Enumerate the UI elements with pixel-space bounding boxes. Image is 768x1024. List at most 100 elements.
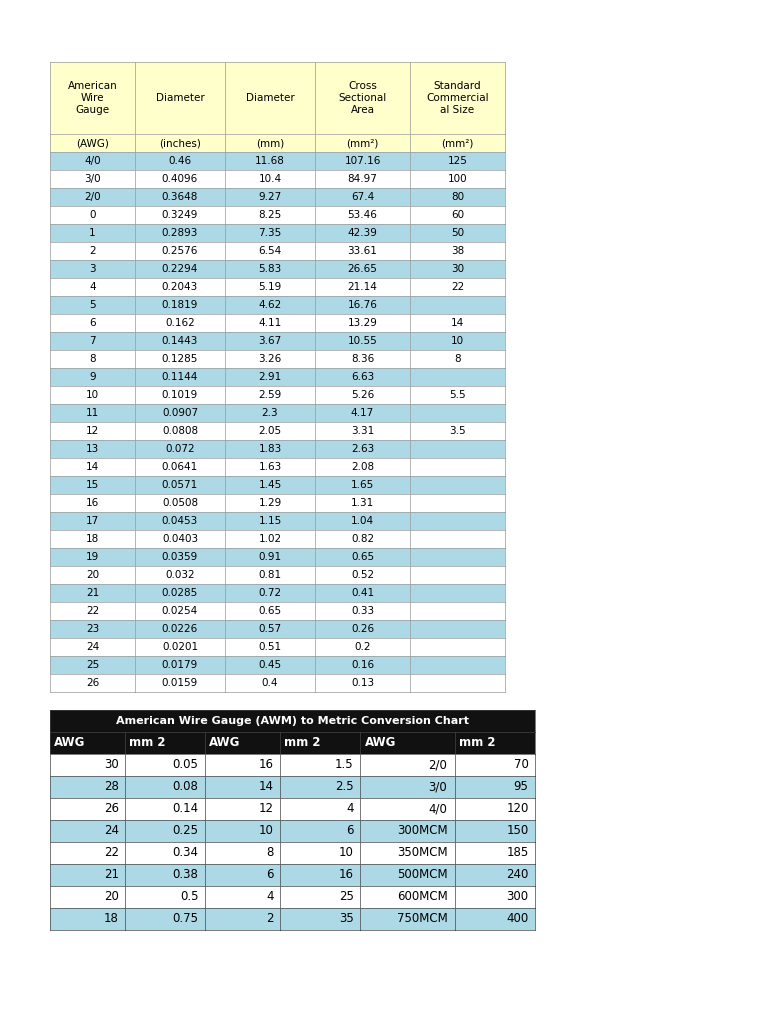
Text: 0.45: 0.45: [259, 660, 282, 670]
Text: 15: 15: [86, 480, 99, 490]
Text: 0.05: 0.05: [173, 759, 199, 771]
Text: 1.02: 1.02: [259, 534, 282, 544]
Text: 38: 38: [451, 246, 464, 256]
Text: 10: 10: [339, 847, 353, 859]
Text: 5.26: 5.26: [351, 390, 374, 400]
Text: 0.0254: 0.0254: [162, 606, 198, 616]
Text: 0.1144: 0.1144: [162, 372, 198, 382]
Text: 8.25: 8.25: [258, 210, 282, 220]
Text: 2.91: 2.91: [258, 372, 282, 382]
Text: 150: 150: [506, 824, 528, 838]
Text: 19: 19: [86, 552, 99, 562]
Text: American Wire Gauge (AWM) to Metric Conversion Chart: American Wire Gauge (AWM) to Metric Conv…: [116, 716, 469, 726]
Text: 0.16: 0.16: [351, 660, 374, 670]
Text: 20: 20: [104, 891, 119, 903]
Text: 0.0508: 0.0508: [162, 498, 198, 508]
Text: 4: 4: [266, 891, 274, 903]
Text: 21: 21: [86, 588, 99, 598]
Text: 0.81: 0.81: [259, 570, 282, 580]
Text: 1.83: 1.83: [258, 444, 282, 454]
Text: 0.38: 0.38: [173, 868, 199, 882]
Text: 8.36: 8.36: [351, 354, 374, 364]
Text: mm 2: mm 2: [284, 736, 320, 750]
Text: 300: 300: [506, 891, 528, 903]
Text: 2.5: 2.5: [335, 780, 353, 794]
Text: 11.68: 11.68: [255, 156, 285, 166]
Text: 0.5: 0.5: [180, 891, 199, 903]
Text: (mm²): (mm²): [442, 138, 474, 148]
Text: 0.08: 0.08: [173, 780, 199, 794]
Text: 2/0: 2/0: [84, 193, 101, 202]
Text: 30: 30: [104, 759, 119, 771]
Text: 12: 12: [259, 803, 274, 815]
Text: 50: 50: [451, 228, 464, 238]
Text: 600MCM: 600MCM: [396, 891, 448, 903]
Text: 0.26: 0.26: [351, 624, 374, 634]
Text: 18: 18: [104, 912, 119, 926]
Text: 1.5: 1.5: [335, 759, 353, 771]
Text: 2: 2: [266, 912, 274, 926]
Text: 0.57: 0.57: [259, 624, 282, 634]
Text: 9.27: 9.27: [258, 193, 282, 202]
Text: Standard
Commercial
al Size: Standard Commercial al Size: [426, 81, 488, 115]
Text: Diameter: Diameter: [156, 93, 204, 103]
Text: 6: 6: [89, 318, 96, 328]
Text: 8: 8: [89, 354, 96, 364]
Text: 0.0403: 0.0403: [162, 534, 198, 544]
Text: 0.0907: 0.0907: [162, 408, 198, 418]
Text: 2.05: 2.05: [259, 426, 282, 436]
Text: 14: 14: [259, 780, 274, 794]
Text: 2: 2: [89, 246, 96, 256]
Text: 18: 18: [86, 534, 99, 544]
Text: 21: 21: [104, 868, 119, 882]
Text: 0.0359: 0.0359: [162, 552, 198, 562]
Text: 0.0571: 0.0571: [162, 480, 198, 490]
Text: 0.162: 0.162: [165, 318, 195, 328]
Text: 24: 24: [86, 642, 99, 652]
Text: 3/0: 3/0: [84, 174, 101, 184]
Text: 1.45: 1.45: [258, 480, 282, 490]
Text: 0.72: 0.72: [259, 588, 282, 598]
Text: 16.76: 16.76: [348, 300, 377, 310]
Text: 2.59: 2.59: [258, 390, 282, 400]
Text: 0.2893: 0.2893: [162, 228, 198, 238]
Text: 0.4: 0.4: [262, 678, 278, 688]
Text: 9: 9: [89, 372, 96, 382]
Text: 0.0453: 0.0453: [162, 516, 198, 526]
Text: 3: 3: [89, 264, 96, 274]
Text: 10: 10: [451, 336, 464, 346]
Text: 0.1019: 0.1019: [162, 390, 198, 400]
Text: (mm²): (mm²): [346, 138, 379, 148]
Text: 2.63: 2.63: [351, 444, 374, 454]
Text: 0.91: 0.91: [259, 552, 282, 562]
Text: (inches): (inches): [159, 138, 201, 148]
Text: 0.032: 0.032: [165, 570, 195, 580]
Text: 60: 60: [451, 210, 464, 220]
Text: 2.08: 2.08: [351, 462, 374, 472]
Text: 0.14: 0.14: [173, 803, 199, 815]
Text: 350MCM: 350MCM: [397, 847, 448, 859]
Text: 80: 80: [451, 193, 464, 202]
Text: 95: 95: [514, 780, 528, 794]
Text: 6.54: 6.54: [258, 246, 282, 256]
Text: 16: 16: [259, 759, 274, 771]
Text: 125: 125: [448, 156, 468, 166]
Text: 0.0179: 0.0179: [162, 660, 198, 670]
Text: AWG: AWG: [209, 736, 240, 750]
Text: 30: 30: [451, 264, 464, 274]
Text: 0.1819: 0.1819: [162, 300, 198, 310]
Text: 67.4: 67.4: [351, 193, 374, 202]
Text: 0.13: 0.13: [351, 678, 374, 688]
Text: 12: 12: [86, 426, 99, 436]
Text: 4/0: 4/0: [84, 156, 101, 166]
Text: 0.0226: 0.0226: [162, 624, 198, 634]
Text: (AWG): (AWG): [76, 138, 109, 148]
Text: (mm): (mm): [256, 138, 284, 148]
Text: mm 2: mm 2: [459, 736, 495, 750]
Text: 4/0: 4/0: [429, 803, 448, 815]
Text: 7: 7: [89, 336, 96, 346]
Text: 26: 26: [104, 803, 119, 815]
Text: 21.14: 21.14: [348, 282, 377, 292]
Text: 16: 16: [339, 868, 353, 882]
Text: 240: 240: [506, 868, 528, 882]
